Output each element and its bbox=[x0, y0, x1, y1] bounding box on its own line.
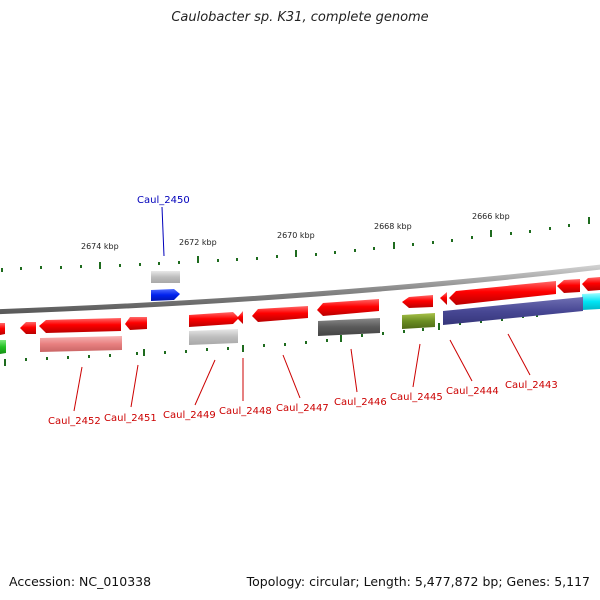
scale-labels: 2674 kbp 2672 kbp 2670 kbp 2668 kbp 2666… bbox=[81, 212, 510, 251]
gene-caul-2446[interactable] bbox=[317, 299, 379, 316]
gene-caul-2452-cds[interactable] bbox=[39, 318, 121, 333]
gene-caul-2445[interactable] bbox=[402, 295, 433, 308]
scale-label: 2668 kbp bbox=[374, 222, 412, 231]
gene-feature[interactable] bbox=[151, 271, 180, 283]
accession-text: Accession: NC_010338 bbox=[9, 574, 152, 589]
gene-feature[interactable] bbox=[582, 293, 600, 310]
outer-tick-ring bbox=[1, 217, 590, 272]
gene-label-caul-2447[interactable]: Caul_2447 bbox=[276, 403, 329, 414]
gene-label-caul-2448[interactable]: Caul_2448 bbox=[219, 406, 272, 417]
gene-caul-2447[interactable] bbox=[252, 306, 308, 322]
genome-backbone bbox=[0, 264, 600, 315]
scale-label: 2666 kbp bbox=[472, 212, 510, 221]
gene-caul-2444-cds[interactable] bbox=[449, 281, 556, 305]
gene-feature[interactable] bbox=[0, 323, 5, 335]
gene-caul-2450[interactable] bbox=[151, 289, 180, 301]
scale-label: 2672 kbp bbox=[179, 238, 217, 247]
genome-summary-text: Topology: circular; Length: 5,477,872 bp… bbox=[246, 574, 590, 589]
label-leaders bbox=[73, 206, 531, 412]
gene-caul-2451[interactable] bbox=[125, 317, 147, 330]
gene-caul-2443[interactable] bbox=[557, 279, 580, 293]
scale-label: 2670 kbp bbox=[277, 231, 315, 240]
gene-label-caul-2451[interactable]: Caul_2451 bbox=[104, 413, 157, 424]
gene-feature[interactable] bbox=[0, 340, 6, 354]
gene-feature[interactable] bbox=[443, 297, 583, 325]
gene-label-caul-2444[interactable]: Caul_2444 bbox=[446, 386, 499, 397]
gene-label-caul-2446[interactable]: Caul_2446 bbox=[334, 397, 387, 408]
gene-feature[interactable] bbox=[40, 336, 122, 352]
gene-label-caul-2443[interactable]: Caul_2443 bbox=[505, 380, 558, 391]
gene-caul-2449[interactable] bbox=[189, 312, 239, 327]
gene-feature[interactable] bbox=[318, 318, 380, 336]
gene-label-caul-2450[interactable]: Caul_2450 bbox=[137, 195, 190, 206]
reverse-strand-genes bbox=[0, 277, 600, 354]
gene-caul-2452[interactable] bbox=[20, 322, 36, 334]
gene-feature[interactable] bbox=[402, 313, 435, 329]
map-title: Caulobacter sp. K31, complete genome bbox=[171, 10, 429, 25]
gene-labels: Caul_2450 Caul_2452 Caul_2451 Caul_2449 … bbox=[48, 195, 558, 427]
gene-feature[interactable] bbox=[582, 277, 600, 291]
gene-label-caul-2452[interactable]: Caul_2452 bbox=[48, 416, 101, 427]
forward-strand-genes bbox=[151, 271, 600, 310]
gene-caul-2444[interactable] bbox=[440, 292, 447, 305]
gene-label-caul-2449[interactable]: Caul_2449 bbox=[163, 410, 216, 421]
gene-feature[interactable] bbox=[189, 329, 238, 345]
gene-label-caul-2445[interactable]: Caul_2445 bbox=[390, 392, 443, 403]
gene-caul-2448[interactable] bbox=[237, 311, 243, 324]
scale-label: 2674 kbp bbox=[81, 242, 119, 251]
